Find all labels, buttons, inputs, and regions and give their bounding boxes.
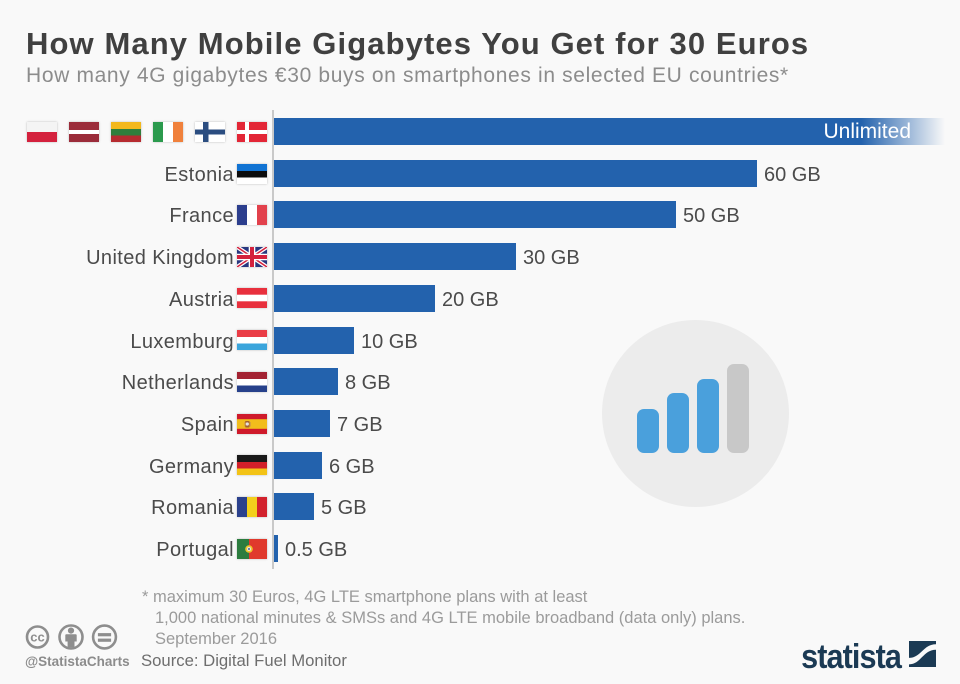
svg-text:cc: cc [30,630,44,645]
